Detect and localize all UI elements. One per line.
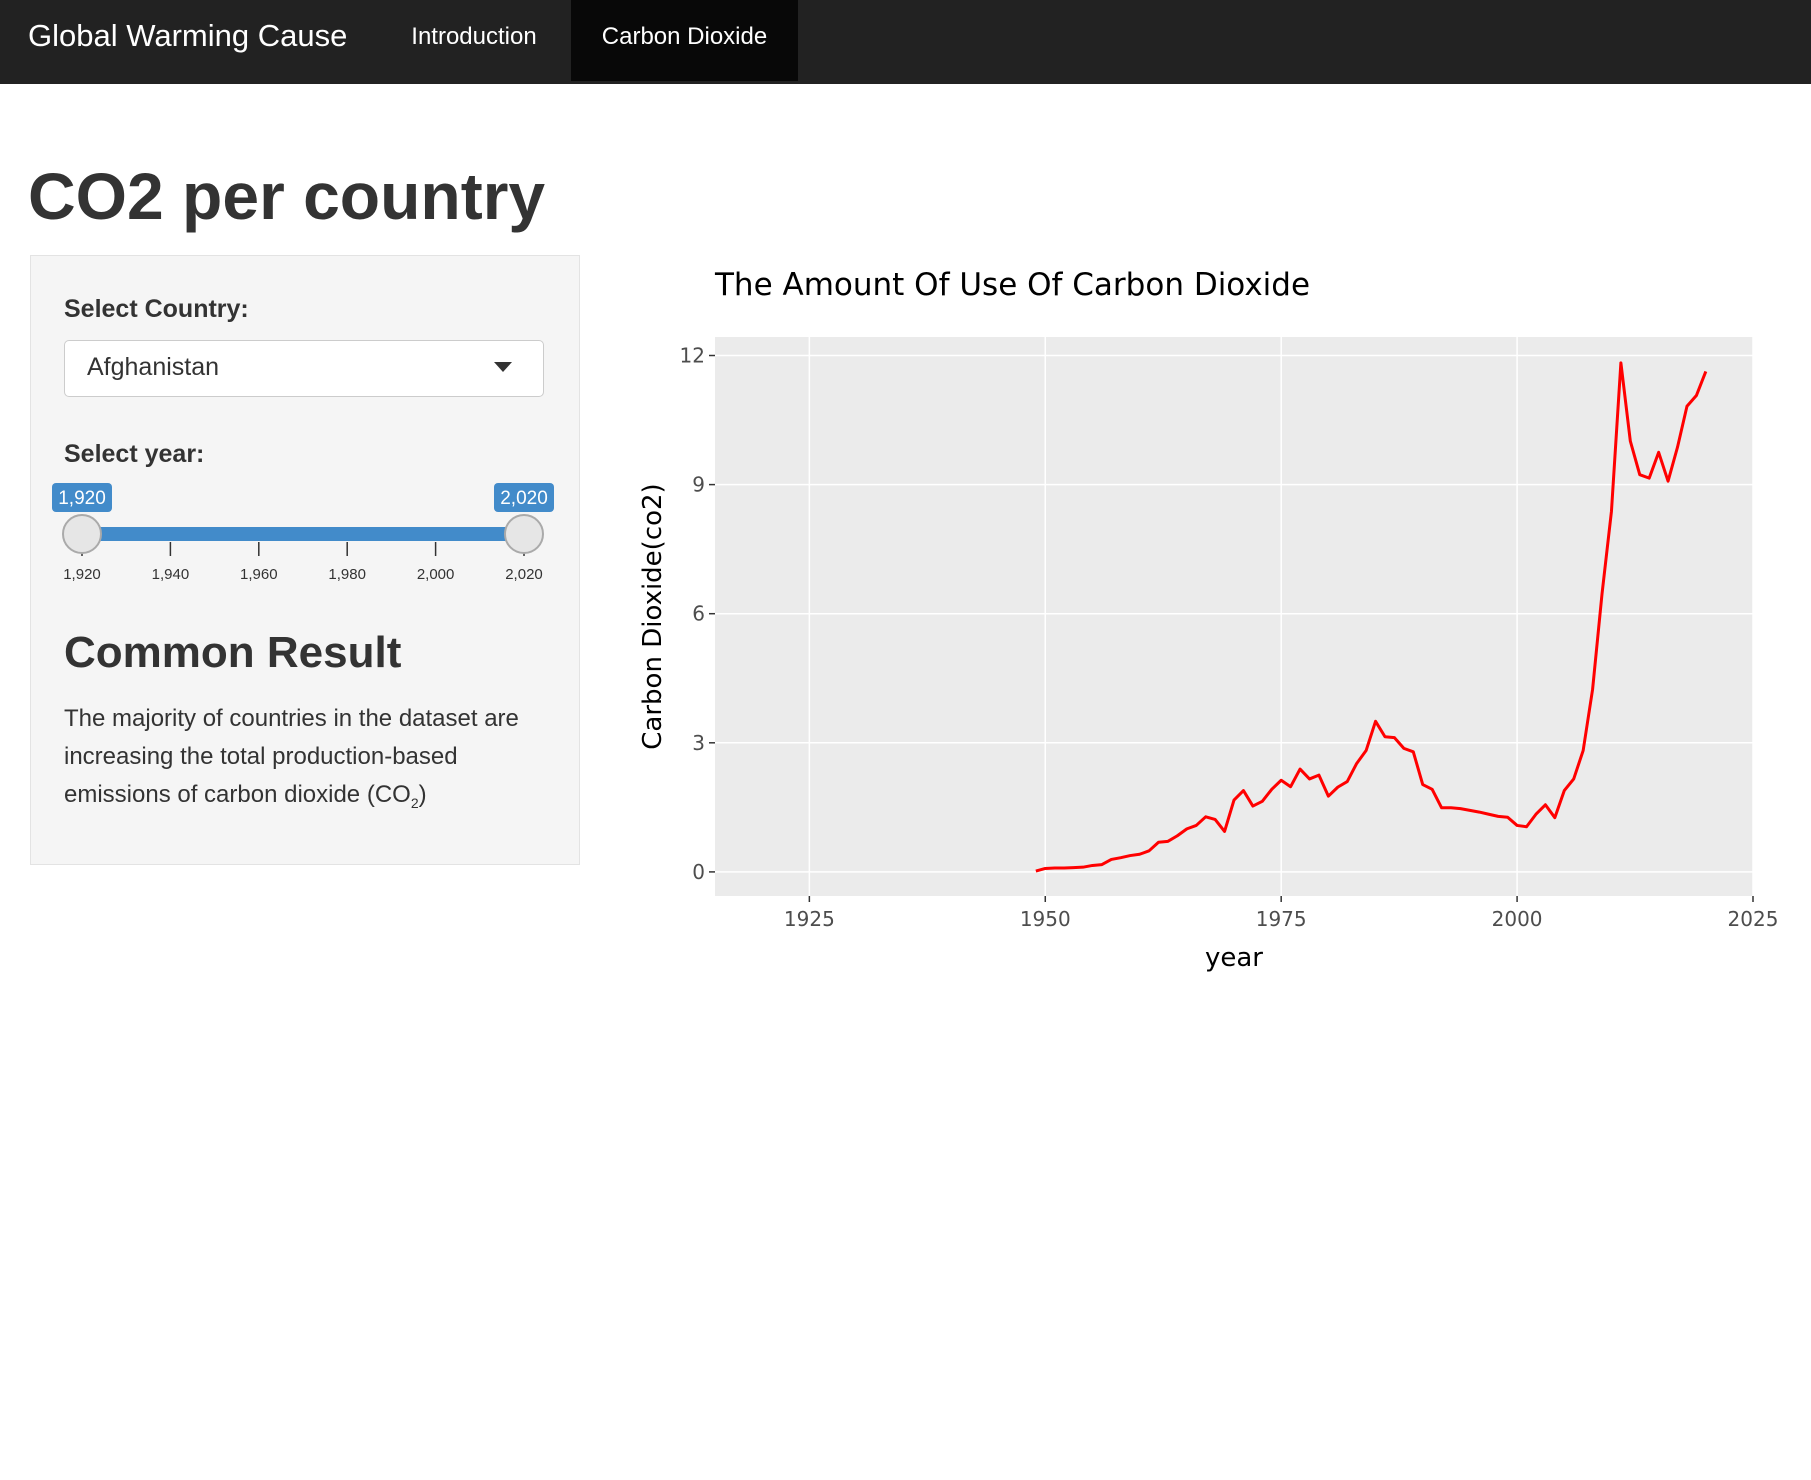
year-label: Select year: [64,440,205,468]
y-tick-label: 9 [692,473,705,497]
page-title: CO2 per country [28,159,546,233]
result-text-main: The majority of countries in the dataset… [64,705,519,808]
slider-tick-label: 1,940 [152,566,190,583]
navbar: Global Warming Cause Introduction Carbon… [0,0,1811,84]
plot-panel [715,337,1753,896]
slider-tick-label: 1,920 [63,566,101,583]
slider-tick-label: 2,000 [417,566,455,583]
y-tick-label: 12 [680,344,705,368]
year-slider[interactable]: 1,920 1,940 1,960 1,980 2,000 2,020 1,920 2,020 [30,475,578,595]
slider-handle[interactable] [62,514,102,554]
slider-handle[interactable] [504,514,544,554]
x-axis-label: year [1205,943,1263,973]
slider-bar [82,527,524,541]
slider-tick-label: 1,980 [328,566,366,583]
dropdown-arrow[interactable] [492,360,514,374]
nav-tab[interactable]: Introduction [411,23,537,50]
slider-badge [494,483,554,512]
slider-tick-label: 2,020 [505,566,543,583]
result-text: The majority of countries in the dataset… [64,700,554,822]
y-tick-label: 0 [692,860,705,884]
country-select[interactable] [64,340,544,397]
data-line [1035,361,1708,873]
subscript: 2 [410,794,419,811]
brand[interactable]: Global Warming Cause [28,18,348,53]
slider-value: 1,920 [58,488,106,509]
slider-tick-label: 1,960 [240,566,278,583]
result-title: Common Result [64,628,402,677]
result-text-end: ) [418,781,427,808]
x-tick-label: 2025 [1728,907,1779,931]
y-axis-label: Carbon Dioxide(co2) [638,483,668,749]
x-tick-label: 1975 [1256,907,1307,931]
chart: The Amount Of Use Of Carbon Dioxide 0 3 6 9 1… [638,267,1779,973]
selected-country[interactable]: Afghanistan [87,353,220,381]
y-tick-label: 6 [692,602,705,626]
y-tick-label: 3 [692,731,705,755]
chart-title: The Amount Of Use Of Carbon Dioxide [714,267,1310,303]
country-label: Select Country: [64,295,249,323]
nav-tab[interactable]: Carbon Dioxide [571,0,798,81]
x-tick-label: 1925 [784,907,835,931]
x-tick-label: 1950 [1020,907,1071,931]
slider-badge [52,483,112,512]
slider-value: 2,020 [500,488,548,509]
x-tick-label: 2000 [1492,907,1543,931]
